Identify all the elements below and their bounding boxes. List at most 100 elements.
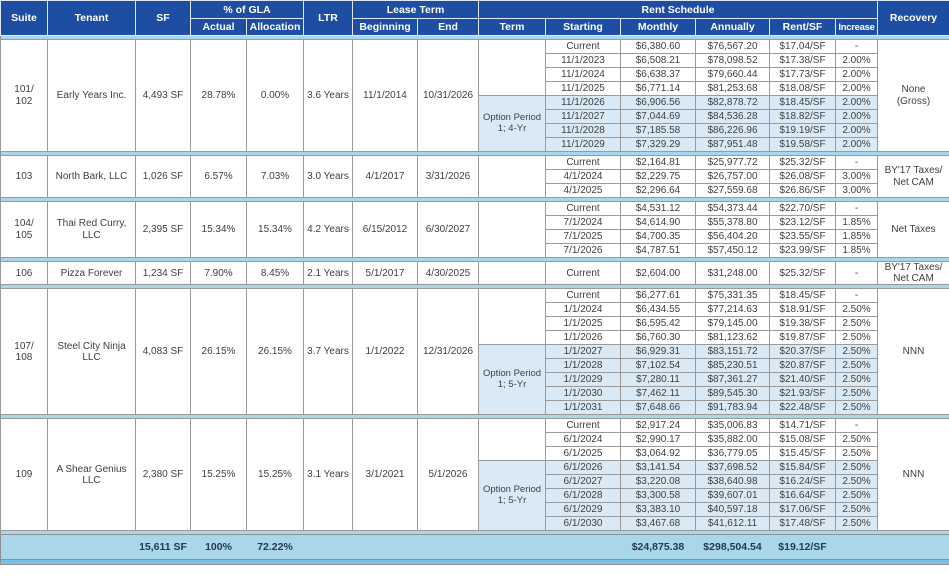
annual-rent-cell: $35,006.83	[695, 418, 770, 434]
group-separator-bar	[0, 151, 949, 156]
header-rent-schedule-group: Rent Schedule	[478, 0, 878, 19]
group-separator	[0, 151, 949, 156]
annual-rent-cell: $87,361.27	[695, 372, 770, 388]
increase-cell: 2.50%	[835, 400, 878, 416]
monthly-rent-cell: $7,648.66	[620, 400, 696, 416]
increase-cell: 2.50%	[835, 446, 878, 462]
schedule-start-cell: 1/1/2026	[545, 330, 621, 346]
increase-cell: 2.00%	[835, 109, 878, 124]
increase-cell: 2.00%	[835, 67, 878, 82]
header-increase: Increase	[835, 18, 878, 36]
header-annually: Annually	[695, 18, 770, 36]
monthly-rent-cell: $6,508.21	[620, 53, 696, 68]
end-cell: 10/31/2026	[417, 39, 479, 152]
table-body: 101/ 102 Early Years Inc. 4,493 SF 28.78% 0.…	[0, 35, 949, 565]
increase-cell: 2.50%	[835, 358, 878, 374]
end-cell: 12/31/2026	[417, 288, 479, 416]
annual-rent-cell: $87,951.48	[695, 137, 770, 152]
beginning-cell: 4/1/2017	[352, 155, 418, 198]
totals-spacer	[303, 534, 621, 561]
ltr-cell: 3.6 Years	[303, 39, 353, 152]
schedule-start-cell: 6/1/2024	[545, 432, 621, 448]
rent-per-sf-cell: $18.91/SF	[769, 302, 836, 318]
annual-rent-cell: $25,977.72	[695, 155, 770, 170]
actual-cell: 26.15%	[190, 288, 247, 416]
schedule-start-cell: 11/1/2028	[545, 123, 621, 138]
monthly-rent-cell: $2,229.75	[620, 169, 696, 184]
actual-cell: 28.78%	[190, 39, 247, 152]
annual-rent-cell: $54,373.44	[695, 201, 770, 216]
group-separator	[0, 197, 949, 202]
header-tenant: Tenant	[47, 0, 136, 36]
rent-per-sf-cell: $23.99/SF	[769, 243, 836, 258]
increase-cell: 2.50%	[835, 460, 878, 476]
rent-per-sf-cell: $26.86/SF	[769, 183, 836, 198]
monthly-rent-cell: $3,300.58	[620, 488, 696, 504]
total-sf-cell: 15,611 SF	[135, 534, 191, 561]
increase-cell: 2.00%	[835, 137, 878, 152]
rent-roll-table: Suite Tenant SF % of GLA LTR Lease Term …	[0, 0, 949, 566]
rent-schedule-row: 11/1/2027 $7,044.69 $84,536.28 $18.82/SF 2.0…	[1, 109, 949, 124]
schedule-start-cell: 4/1/2025	[545, 183, 621, 198]
actual-cell: 6.57%	[190, 155, 247, 198]
schedule-start-cell: 6/1/2030	[545, 516, 621, 532]
monthly-rent-cell: $6,929.31	[620, 344, 696, 360]
header-gla-group: % of GLA	[190, 0, 304, 19]
rent-schedule-row: 7/1/2024 $4,614.90 $55,378.80 $23.12/SF 1.85…	[1, 215, 949, 230]
group-separator	[0, 284, 949, 289]
total-monthly-cell: $24,875.38	[620, 534, 696, 561]
rent-per-sf-cell: $14.71/SF	[769, 418, 836, 434]
monthly-rent-cell: $7,185.58	[620, 123, 696, 138]
annual-rent-cell: $39,607.01	[695, 488, 770, 504]
header-actual: Actual	[190, 18, 247, 36]
monthly-rent-cell: $3,467.68	[620, 516, 696, 532]
end-cell: 4/30/2025	[417, 260, 479, 286]
annual-rent-cell: $86,226.96	[695, 123, 770, 138]
schedule-start-cell: 4/1/2024	[545, 169, 621, 184]
header-allocation: Allocation	[246, 18, 304, 36]
suite-cell: 109	[0, 418, 48, 532]
annual-rent-cell: $40,597.18	[695, 502, 770, 518]
rent-schedule-row: 1/1/2030 $7,462.11 $89,545.30 $21.93/SF 2.50…	[1, 386, 949, 402]
increase-cell: 2.50%	[835, 330, 878, 346]
totals-spacer	[835, 534, 949, 561]
monthly-rent-cell: $3,383.10	[620, 502, 696, 518]
ltr-cell: 3.7 Years	[303, 288, 353, 416]
group-separator-bar	[0, 530, 949, 535]
end-cell: 3/31/2026	[417, 155, 479, 198]
annual-rent-cell: $81,123.62	[695, 330, 770, 346]
rent-schedule-row: 1/1/2026 $6,760.30 $81,123.62 $19.87/SF 2.50…	[1, 330, 949, 346]
rent-schedule-row: 106 Pizza Forever 1,234 SF 7.90% 8.45% 2.1 Ye…	[0, 260, 949, 286]
allocation-cell: 8.45%	[246, 260, 304, 286]
increase-cell: 1.85%	[835, 215, 878, 230]
monthly-rent-cell: $4,700.35	[620, 229, 696, 244]
actual-cell: 7.90%	[190, 260, 247, 286]
rent-per-sf-cell: $17.73/SF	[769, 67, 836, 82]
schedule-start-cell: 7/1/2024	[545, 215, 621, 230]
schedule-start-cell: 11/1/2029	[545, 137, 621, 152]
beginning-cell: 1/1/2022	[352, 288, 418, 416]
rent-schedule-row: Option Period 1; 4-Yr 11/1/2026 $6,906.56 $…	[1, 95, 949, 152]
rent-per-sf-cell: $19.87/SF	[769, 330, 836, 346]
group-separator-bar	[0, 284, 949, 289]
schedule-start-cell: Current	[545, 288, 621, 304]
rent-per-sf-cell: $17.06/SF	[769, 502, 836, 518]
monthly-rent-cell: $4,531.12	[620, 201, 696, 216]
rent-per-sf-cell: $25.32/SF	[769, 260, 836, 286]
term-empty-cell	[478, 201, 546, 258]
rent-per-sf-cell: $18.45/SF	[769, 288, 836, 304]
annual-rent-cell: $38,640.98	[695, 474, 770, 490]
rent-schedule-row: 4/1/2025 $2,296.64 $27,559.68 $26.86/SF 3.00…	[1, 183, 949, 198]
rent-per-sf-cell: $18.45/SF	[769, 95, 836, 110]
beginning-cell: 3/1/2021	[352, 418, 418, 532]
rent-schedule-row: Option Period 1; 5-Yr 6/1/2026 $3,141.54 $3…	[1, 460, 949, 532]
increase-cell: -	[835, 260, 878, 286]
tenant-cell: Thai Red Curry, LLC	[47, 201, 136, 258]
rent-per-sf-cell: $25.32/SF	[769, 155, 836, 170]
ltr-cell: 4.2 Years	[303, 201, 353, 258]
increase-cell: 2.00%	[835, 81, 878, 96]
rent-per-sf-cell: $22.70/SF	[769, 201, 836, 216]
rent-per-sf-cell: $15.45/SF	[769, 446, 836, 462]
annual-rent-cell: $55,378.80	[695, 215, 770, 230]
annual-rent-cell: $91,783.94	[695, 400, 770, 416]
